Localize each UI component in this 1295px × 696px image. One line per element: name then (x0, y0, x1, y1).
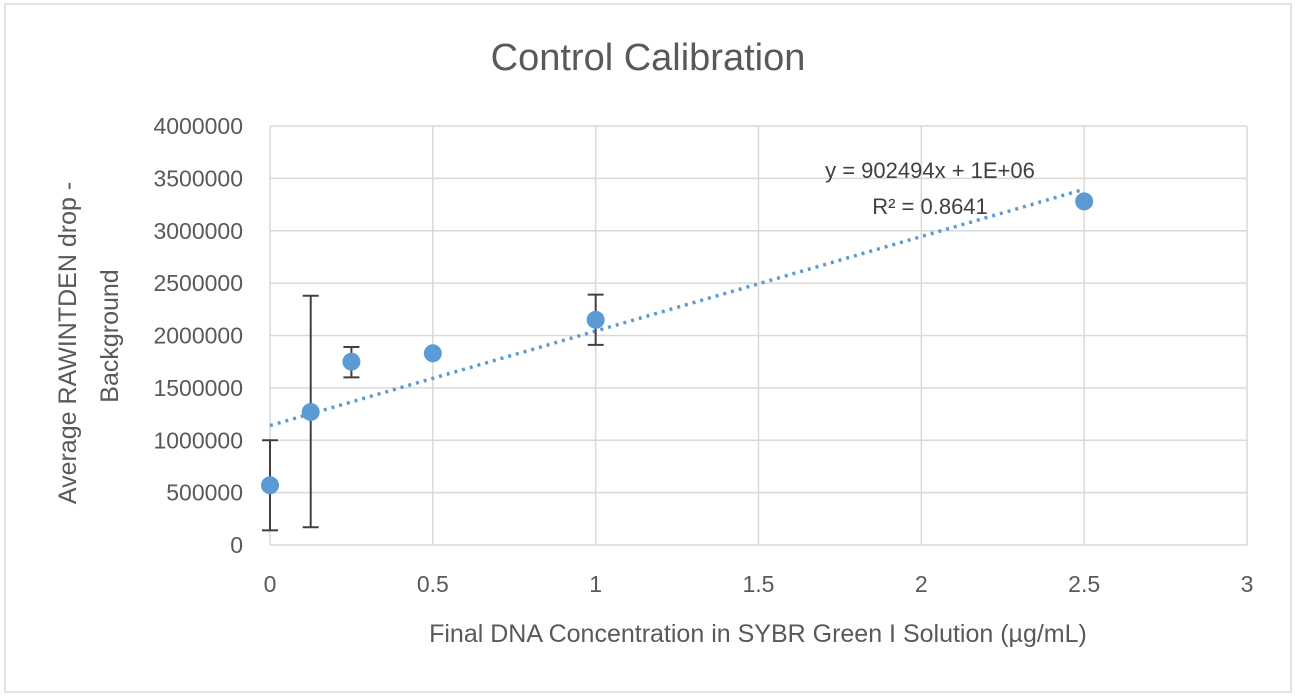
data-point (586, 310, 605, 329)
trendline-r-squared: R² = 0.8641 (872, 194, 988, 219)
trendline (269, 187, 1085, 428)
y-tick-label: 2000000 (153, 323, 243, 349)
data-point (261, 476, 279, 495)
x-tick-label: 1.5 (743, 571, 775, 597)
x-tick-label: 0.5 (417, 571, 449, 597)
y-tick-label: 1500000 (153, 375, 243, 401)
y-tick-label: 3000000 (153, 218, 243, 244)
y-tick-label: 3500000 (153, 165, 243, 191)
y-tick-label: 0 (230, 532, 243, 558)
x-tick-label: 3 (1241, 571, 1254, 597)
data-point (1075, 192, 1094, 211)
grid-layer (269, 125, 1248, 546)
chart-title: Control Calibration (491, 37, 806, 79)
x-tick-label: 1 (589, 571, 602, 597)
y-tick-label: 4000000 (153, 113, 243, 139)
point-layer (261, 192, 1094, 495)
data-point (342, 352, 361, 371)
chart-border (4, 3, 1292, 693)
data-point (423, 344, 442, 363)
x-axis-label: Final DNA Concentration in SYBR Green I … (429, 620, 1087, 648)
x-tick-label: 0 (264, 571, 277, 597)
y-tick-label: 1000000 (153, 427, 243, 453)
y-axis-label-line-1: Average RAWINTDEN drop - (54, 182, 82, 504)
x-tick-label: 2 (915, 571, 928, 597)
x-tick-label: 2.5 (1068, 571, 1100, 597)
trendline-equation: y = 902494x + 1E+06 (825, 158, 1035, 183)
y-tick-label: 2500000 (153, 270, 243, 296)
trend-layer (269, 187, 1085, 428)
y-axis-label-line-2: Background (96, 269, 124, 402)
data-point (301, 402, 320, 421)
tick-layer: 0 500000 1000000 1500000 2000000 2500000 30000… (153, 113, 1253, 597)
y-tick-label: 500000 (166, 480, 243, 506)
